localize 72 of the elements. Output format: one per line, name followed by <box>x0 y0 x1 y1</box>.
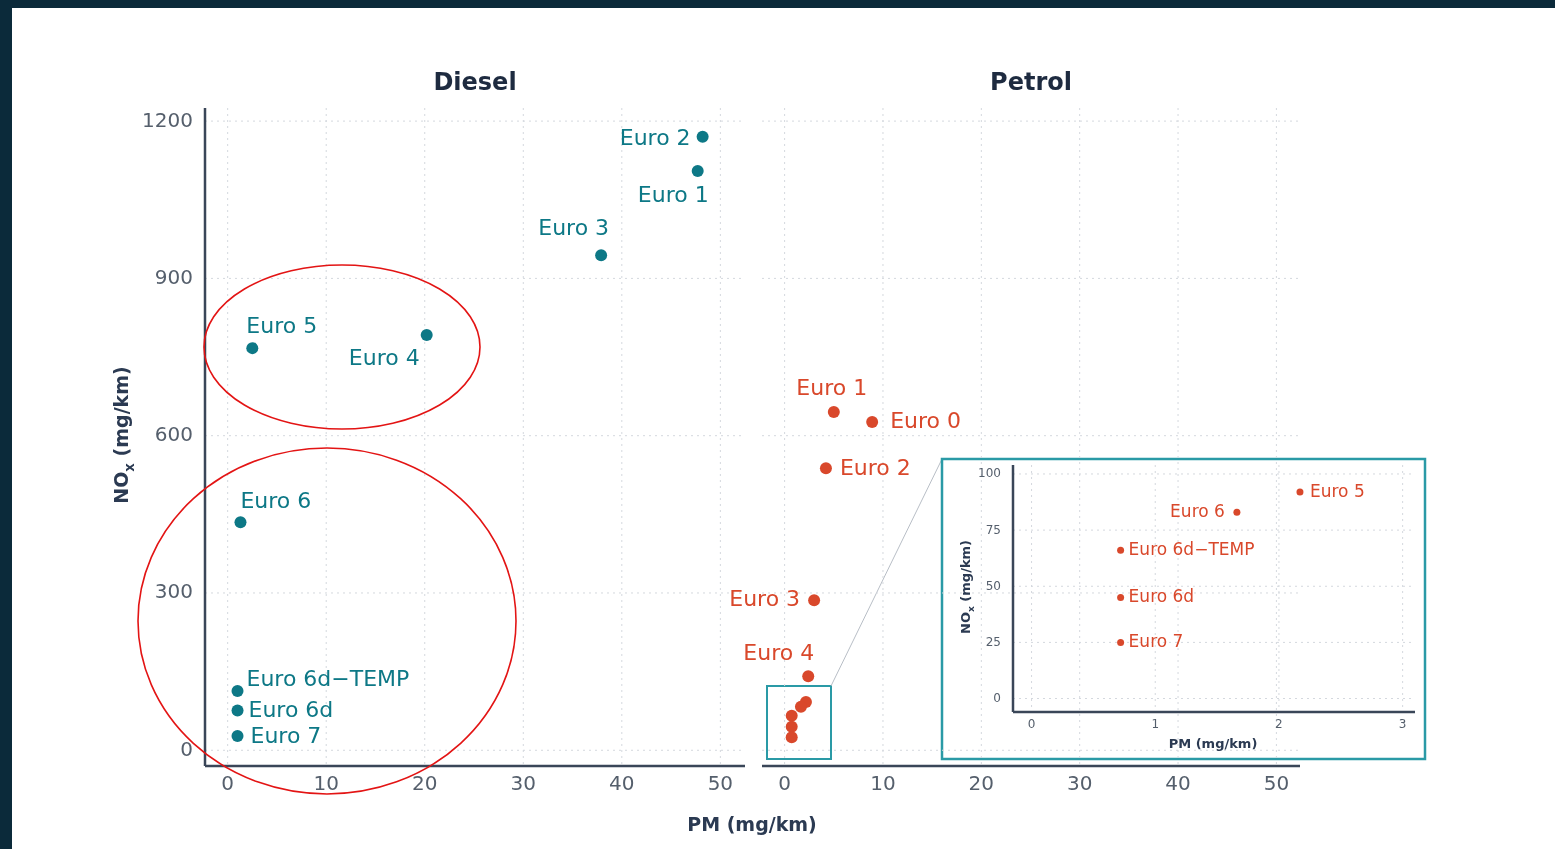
x-axis-title: PM (mg/km) <box>1168 736 1258 751</box>
chart-title: Diesel <box>433 68 517 96</box>
x-tick-label: 40 <box>609 771 635 795</box>
point <box>794 700 807 713</box>
x-tick-label: 40 <box>1165 771 1191 795</box>
x-tick-label: 50 <box>1263 771 1290 795</box>
x-tick-label: 2 <box>1275 717 1283 731</box>
chart-title: Petrol <box>990 68 1072 96</box>
annotation: Euro 4 <box>743 640 815 666</box>
annotation: Euro 5 <box>246 313 318 339</box>
y-tick-label: 900 <box>154 264 193 289</box>
annotation: Euro 7 <box>250 723 322 749</box>
point <box>1296 488 1304 496</box>
x-tick-label: 10 <box>313 771 339 795</box>
annotation: Euro 2 <box>839 455 911 481</box>
y-tick-label: 1200 <box>142 107 193 132</box>
x-tick-label: 20 <box>412 771 438 795</box>
x-tick-label: 20 <box>968 771 995 795</box>
point <box>234 516 247 529</box>
point <box>785 709 798 722</box>
point <box>231 685 244 698</box>
point <box>696 130 709 143</box>
point <box>785 731 798 744</box>
annotation: Euro 6d <box>248 697 334 723</box>
y-tick-label: 300 <box>154 579 193 604</box>
point <box>808 594 821 607</box>
point <box>231 704 244 717</box>
annotation: Euro 5 <box>1309 480 1365 501</box>
point <box>420 329 433 342</box>
point <box>1117 546 1125 554</box>
annotation: Euro 7 <box>1128 631 1184 652</box>
annotation: Euro 0 <box>890 408 962 434</box>
annotation: Euro 3 <box>729 586 801 612</box>
annotation: Euro 4 <box>348 345 420 371</box>
annotation: Euro 2 <box>619 124 691 150</box>
x-tick-label: 0 <box>1027 717 1036 731</box>
annotation: Euro 6d−TEMP <box>1128 539 1255 560</box>
x-tick-label: 0 <box>221 771 235 795</box>
y-tick-label: 25 <box>985 634 1001 649</box>
point <box>802 670 815 683</box>
point <box>691 164 704 177</box>
annotation: Euro 3 <box>538 215 610 241</box>
point <box>1233 508 1241 516</box>
annotation: Euro 6d−TEMP <box>246 666 410 692</box>
x-axis-title: PM (mg/km) <box>687 813 817 835</box>
x-tick-label: 1 <box>1151 717 1160 731</box>
y-tick-label: 0 <box>993 691 1001 706</box>
annotation: Euro 6 <box>1170 501 1225 522</box>
point <box>1117 593 1125 601</box>
y-tick-label: 0 <box>180 736 193 761</box>
y-tick-label: 100 <box>978 466 1001 481</box>
point <box>595 249 608 262</box>
y-tick-label: 600 <box>154 422 193 447</box>
point <box>246 342 259 355</box>
point <box>827 406 840 419</box>
annotation: Euro 6d <box>1128 586 1195 607</box>
annotation: Euro 6 <box>240 488 312 514</box>
annotation: Euro 1 <box>637 181 709 207</box>
point <box>785 720 798 733</box>
y-tick-label: 50 <box>985 578 1001 593</box>
x-tick-label: 30 <box>1066 771 1093 795</box>
x-tick-label: 3 <box>1398 717 1407 731</box>
annotation: Euro 1 <box>796 375 868 401</box>
x-tick-label: 30 <box>510 771 537 795</box>
point <box>866 416 879 429</box>
point <box>231 730 244 743</box>
x-tick-label: 50 <box>707 771 734 795</box>
y-tick-label: 75 <box>985 522 1001 537</box>
x-tick-label: 0 <box>778 771 791 795</box>
x-tick-label: 10 <box>870 771 896 795</box>
point <box>1117 638 1125 646</box>
point <box>819 462 832 475</box>
